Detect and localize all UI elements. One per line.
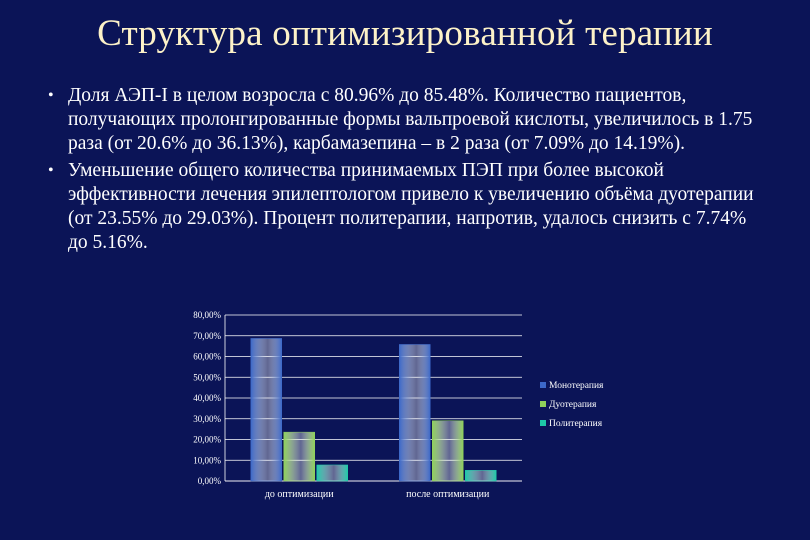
bullet-text: Доля АЭП-I в целом возросла с 80.96% до … [68, 85, 753, 154]
chart-canvas: 0,00% 10,00% 20,00% 30,00% 40,00% 50,00% 60,00… [193, 310, 604, 500]
y-tick-label: 60,00% [193, 352, 221, 362]
x-tick-label: до оптимизации [265, 489, 334, 500]
bar-Дуотерапия [283, 431, 315, 482]
bullet-item: • Уменьшение общего количества принимаем… [48, 159, 760, 255]
bar-Дуотерапия [432, 420, 464, 482]
y-tick-label: 0,00% [198, 476, 222, 486]
y-tick-label: 50,00% [193, 372, 221, 382]
bullet-list: • Доля АЭП-I в целом возросла с 80.96% д… [48, 84, 760, 258]
bullet-icon: • [48, 87, 54, 104]
legend-label: Политерапия [549, 419, 603, 429]
bullet-text: Уменьшение общего количества принимаемых… [68, 160, 754, 253]
bar-chart: 0,00% 10,00% 20,00% 30,00% 40,00% 50,00% 60,00… [165, 303, 635, 503]
bar-Политерапия [465, 470, 497, 482]
x-tick-label: после оптимизации [406, 489, 490, 500]
y-tick-label: 30,00% [193, 414, 221, 424]
legend-swatch [540, 420, 546, 426]
bar-Политерапия [316, 464, 348, 482]
legend-swatch [540, 382, 546, 388]
legend-label: Дуотерапия [549, 400, 597, 410]
bullet-item: • Доля АЭП-I в целом возросла с 80.96% д… [48, 84, 760, 156]
slide-title: Структура оптимизированной терапии [97, 13, 713, 54]
y-tick-label: 80,00% [193, 310, 221, 320]
legend-label: Монотерапия [549, 381, 604, 391]
bar-Монотерапия [250, 338, 282, 482]
bar-Монотерапия [399, 344, 431, 482]
y-tick-label: 20,00% [193, 435, 221, 445]
y-tick-label: 70,00% [193, 331, 221, 341]
y-tick-label: 40,00% [193, 393, 221, 403]
legend-swatch [540, 401, 546, 407]
y-tick-label: 10,00% [193, 455, 221, 465]
bullet-icon: • [48, 162, 54, 179]
